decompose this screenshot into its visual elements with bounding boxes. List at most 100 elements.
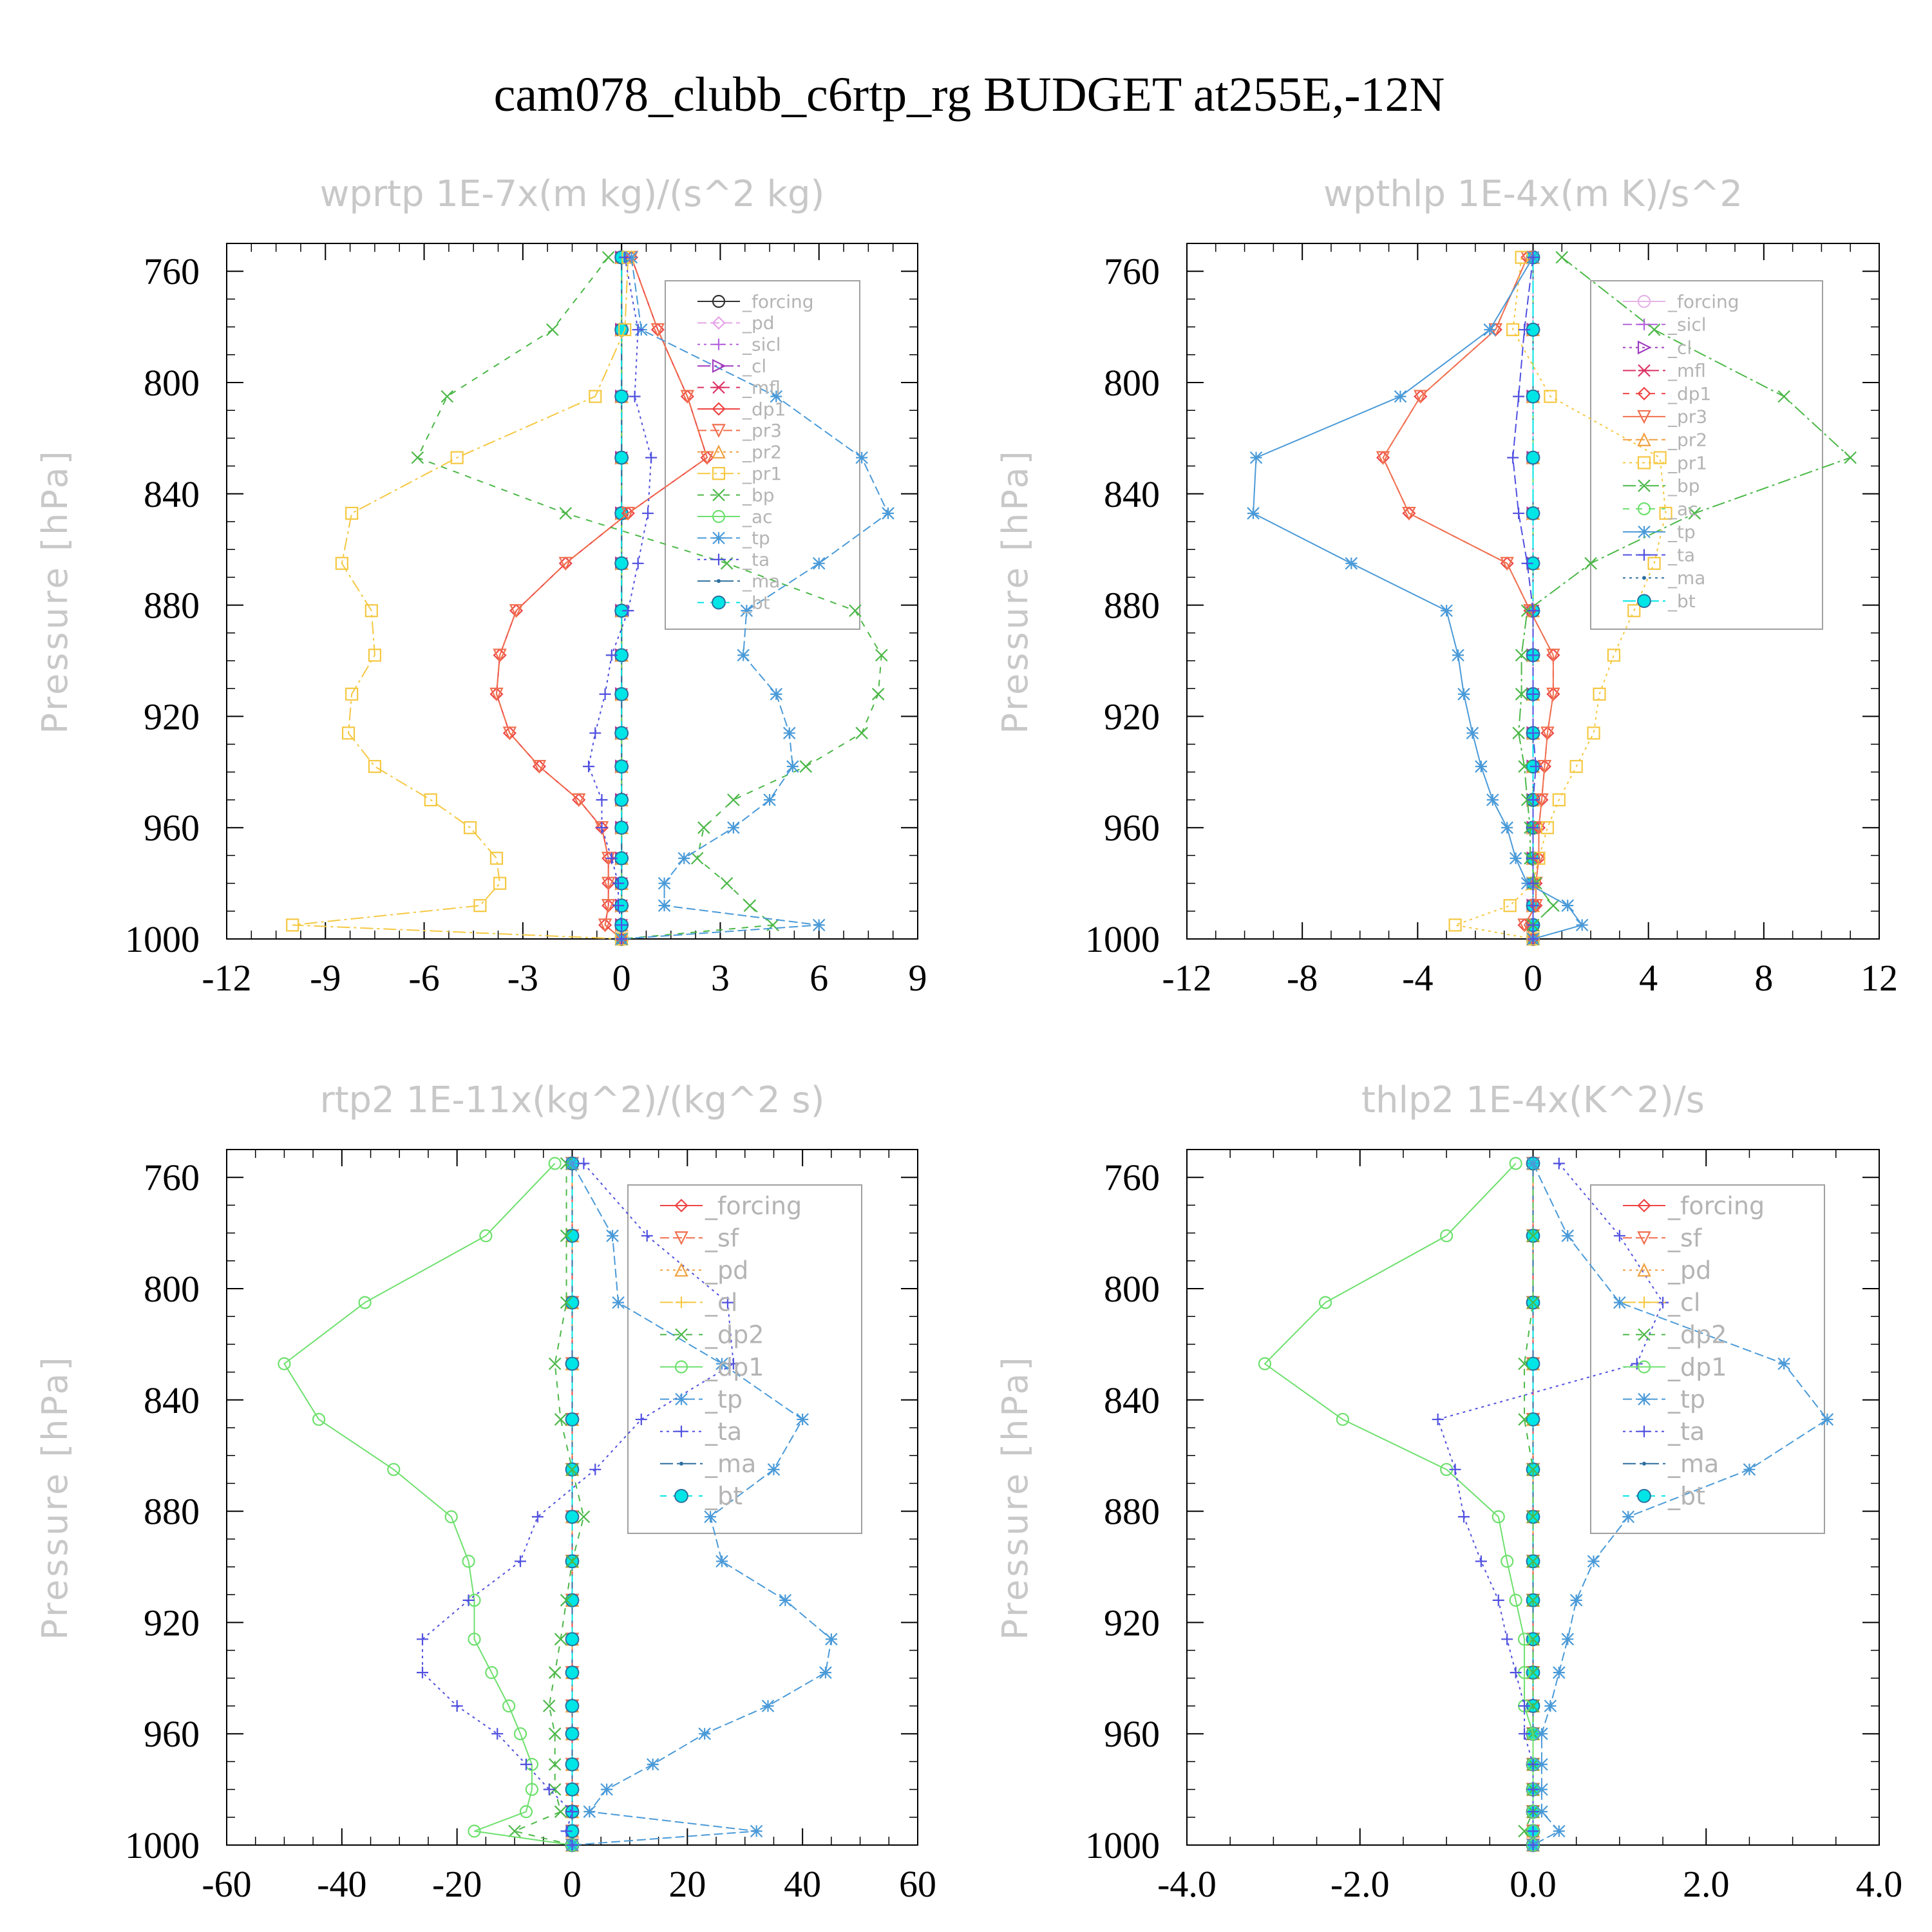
data-point (1509, 1593, 1522, 1607)
legend-swatch-marker (1638, 318, 1650, 330)
legend-swatch-marker (1637, 1360, 1651, 1374)
data-point (1587, 726, 1600, 740)
legend-label: _sicl (742, 334, 781, 355)
data-point (368, 760, 382, 773)
data-point (532, 760, 547, 774)
series-line (283, 1162, 573, 1846)
y-tick-label: 880 (144, 585, 200, 627)
data-point (1659, 506, 1672, 520)
legend-label: _ta (1667, 544, 1695, 565)
series-line (1382, 257, 1554, 940)
legend-swatch-marker (712, 531, 725, 545)
legend-label: _tp (705, 1385, 743, 1414)
panels: wprtp 1E-7x(m kg)/(s^2 kg) -12 -9 -6 -3 0 3 6 9 7… (35, 173, 1902, 1905)
y-tick-label: 760 (1104, 1157, 1160, 1198)
legend-entry: _sicl (697, 334, 781, 355)
data-point (1544, 390, 1557, 403)
legend-swatch-marker (1642, 1461, 1646, 1466)
y-tick-label: 960 (144, 1713, 200, 1755)
legend-entry: _ta (660, 1417, 742, 1446)
legend-entry: _pd (697, 312, 775, 334)
data-point (1647, 323, 1661, 336)
data-point (614, 389, 629, 404)
data-point (612, 900, 625, 912)
legend-entry: _forcing (1623, 291, 1739, 312)
data-point (1777, 390, 1790, 403)
series-line (422, 1162, 734, 1846)
legend-entry: _mfl (697, 377, 781, 398)
data-point (1402, 506, 1416, 521)
data-point (1526, 389, 1540, 404)
data-point (721, 1296, 734, 1309)
data-point (1513, 507, 1525, 520)
series-tp (1526, 1157, 1834, 1852)
data-point (502, 726, 517, 741)
legend-entry: _pr1 (697, 463, 782, 484)
data-point (782, 726, 796, 740)
y-tick-label: 1000 (1085, 918, 1160, 960)
legend-entry: _ta (1623, 1417, 1705, 1446)
data-point (1527, 794, 1539, 806)
legend-label: _forcing (742, 291, 814, 312)
legend-swatch-marker (1638, 364, 1651, 377)
x-tick-label: 40 (784, 1863, 821, 1905)
y-tick-label: 920 (1104, 696, 1160, 737)
y-tick-label: 920 (1104, 1602, 1160, 1643)
data-point (1509, 851, 1522, 865)
data-point (558, 556, 573, 571)
series-bp (411, 251, 888, 945)
data-point (1743, 1463, 1756, 1476)
y-tick-label: 840 (144, 1379, 200, 1421)
data-point (365, 604, 378, 618)
data-point (565, 1699, 580, 1713)
legend-entry: _ta (1623, 544, 1695, 565)
data-point (715, 1555, 728, 1568)
legend-swatch-marker (674, 1262, 688, 1277)
x-tick-label: -2.0 (1331, 1863, 1390, 1905)
data-point (596, 794, 608, 806)
data-point (543, 1783, 555, 1795)
legend-label: _pd (742, 312, 775, 334)
data-point (727, 793, 740, 806)
series-line (292, 257, 629, 940)
data-point (1527, 1758, 1539, 1770)
data-point (1492, 1594, 1504, 1606)
data-point (1552, 793, 1566, 807)
data-point (1519, 1700, 1531, 1712)
data-point (546, 323, 559, 336)
legend-entry: _ma (1623, 1450, 1719, 1478)
data-point (508, 1824, 521, 1838)
data-point (1613, 1296, 1626, 1309)
data-point (525, 1783, 539, 1796)
x-tick-label: 0 (1524, 957, 1542, 999)
data-point (1535, 1757, 1548, 1771)
data-point (855, 726, 868, 740)
y-tick-label: 760 (144, 1157, 200, 1198)
x-tick-label: 20 (668, 1863, 706, 1905)
data-point (763, 793, 776, 806)
legend-box (1590, 280, 1823, 630)
data-point (509, 604, 524, 618)
x-tick-label: 6 (810, 957, 828, 999)
legend-entry: _dp2 (1623, 1321, 1727, 1349)
data-point (1688, 507, 1701, 520)
legend-label: _dp1 (705, 1353, 764, 1381)
data-point (1517, 1633, 1531, 1646)
data-point (855, 451, 868, 464)
series-ta (1507, 251, 1542, 945)
y-tick-label: 800 (1104, 362, 1160, 404)
legend-label: _dp1 (1667, 383, 1711, 404)
x-tick-label: -8 (1287, 957, 1318, 999)
data-point (565, 1412, 580, 1426)
x-tick-label: -4.0 (1157, 1863, 1217, 1905)
legend-box (627, 1184, 862, 1534)
data-point (1519, 323, 1531, 336)
series-dp1 (1258, 1157, 1540, 1852)
data-point (1527, 1783, 1539, 1795)
x-tick-label: 4 (1639, 957, 1658, 999)
chart-panel-2: wpthlp 1E-4x(m K)/s^2 -12 -8 -4 0 4 8 12 760 800 8… (995, 173, 1898, 999)
data-point (1535, 1727, 1548, 1740)
data-point (565, 1295, 580, 1310)
data-point (612, 877, 625, 889)
data-point (417, 1633, 429, 1645)
